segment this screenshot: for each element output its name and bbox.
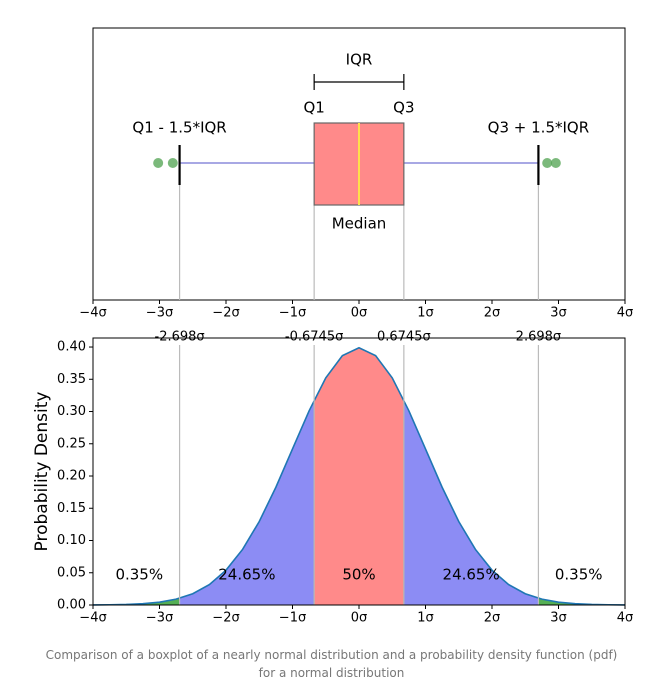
x-tick-label: 3σ bbox=[550, 611, 567, 626]
y-tick-label: 0.40 bbox=[57, 340, 86, 355]
annotation: Median bbox=[332, 215, 387, 233]
x-tick-label: 1σ bbox=[417, 306, 434, 321]
x-tick-label: −3σ bbox=[146, 306, 173, 321]
y-tick-label: 0.10 bbox=[57, 533, 86, 548]
annotation: IQR bbox=[346, 51, 373, 69]
x-tick-label: −4σ bbox=[79, 611, 106, 626]
x-tick-label: −1σ bbox=[279, 611, 306, 626]
density-curve bbox=[92, 346, 626, 606]
figure: −4σ −3σ −2σ −1σ 0σ 1σ 2σ 3σ 4σ IQR Q1 Q3 Q1 - 1.5*IQ… bbox=[32, 27, 634, 626]
region-label: 24.65% bbox=[443, 566, 500, 584]
top-tick-label: -2.698σ bbox=[155, 330, 205, 345]
region-label: 0.35% bbox=[115, 566, 163, 584]
y-tick-label: 0.20 bbox=[57, 469, 86, 484]
top-tick-label: -0.6745σ bbox=[285, 330, 343, 345]
x-tick-label: −2σ bbox=[212, 611, 239, 626]
x-tick-label: 0σ bbox=[351, 611, 368, 626]
outlier bbox=[167, 158, 178, 168]
y-tick-label: 0.35 bbox=[57, 372, 86, 387]
y-tick-label: 0.15 bbox=[57, 501, 86, 516]
outlier bbox=[153, 158, 164, 168]
region-label: 0.35% bbox=[555, 566, 603, 584]
x-tick-label: −2σ bbox=[212, 306, 239, 321]
top-tick-label: 2.698σ bbox=[516, 330, 561, 345]
y-tick-label: 0.30 bbox=[57, 404, 86, 419]
x-tick-label: 4σ bbox=[617, 306, 634, 321]
x-tick-label: −1σ bbox=[279, 306, 306, 321]
annotation: Q3 bbox=[393, 99, 414, 117]
region-label: 50% bbox=[342, 566, 375, 584]
x-tick-label: 2σ bbox=[484, 306, 501, 321]
y-tick-label: 0.25 bbox=[57, 436, 86, 451]
x-tick-label: 1σ bbox=[417, 611, 434, 626]
annotation: Q3 + 1.5*IQR bbox=[488, 119, 589, 137]
x-tick-label: 4σ bbox=[617, 611, 634, 626]
x-tick-label: 0σ bbox=[351, 306, 368, 321]
caption: Comparison of a boxplot of a nearly norm… bbox=[45, 648, 618, 680]
outlier bbox=[542, 158, 553, 168]
annotation: Q1 - 1.5*IQR bbox=[132, 119, 226, 137]
y-tick-label: 0.00 bbox=[57, 598, 86, 613]
top-tick-label: 0.6745σ bbox=[377, 330, 431, 345]
x-tick-label: −4σ bbox=[79, 306, 106, 321]
x-tick-label: 3σ bbox=[550, 306, 567, 321]
x-tick-label: 2σ bbox=[484, 611, 501, 626]
x-tick-label: −3σ bbox=[146, 611, 173, 626]
annotation: Q1 bbox=[303, 99, 324, 117]
outlier bbox=[550, 158, 561, 168]
region-label: 24.65% bbox=[218, 566, 275, 584]
y-tick-label: 0.05 bbox=[57, 565, 86, 580]
y-axis-label: Probability Density bbox=[32, 392, 52, 552]
